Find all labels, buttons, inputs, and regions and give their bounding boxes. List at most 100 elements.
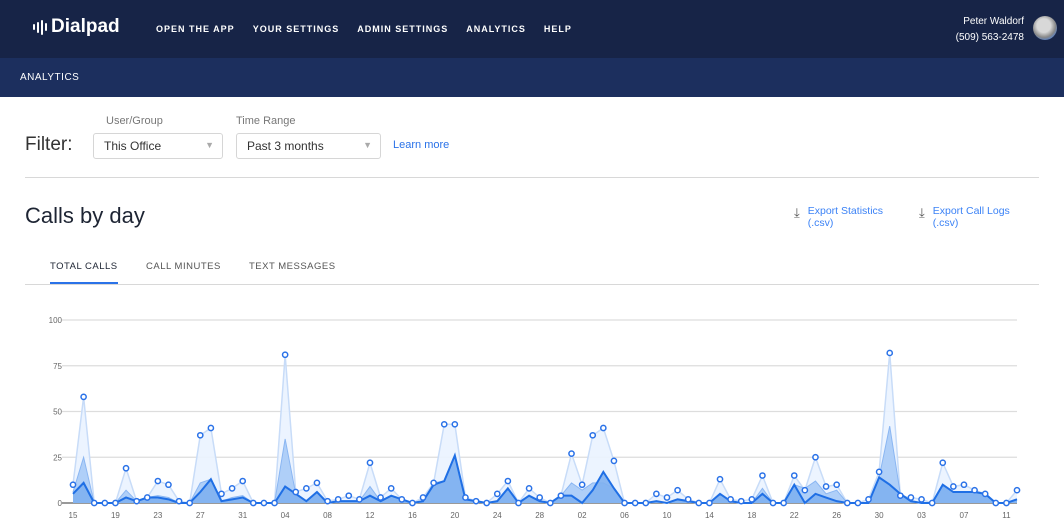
data-point [939,459,947,467]
x-tick-label: 10 [663,511,672,520]
x-tick-label: 02 [578,511,587,520]
x-tick-label: 30 [875,511,884,520]
user-name: Peter Waldorf [963,16,1024,27]
data-point [631,499,639,507]
data-point [1003,499,1010,507]
data-point [610,457,618,465]
export-call-logs-label: Export Call Logs [932,205,1010,217]
user-info[interactable]: Peter Waldorf (509) 563-2478 [956,14,1024,46]
data-point [239,477,247,485]
page-title: ANALYTICS [20,72,80,83]
data-point [663,494,671,501]
x-tick-label: 12 [366,511,375,520]
data-point [525,485,533,492]
caret-down-icon: ▼ [205,140,214,150]
download-icon: ⤓ [919,205,925,220]
data-point [356,495,363,503]
data-point [196,431,204,439]
export-call-logs-ext: (.csv) [932,217,959,229]
y-tick-label: 100 [49,316,63,325]
x-tick-label: 07 [960,511,969,520]
data-point [80,393,87,401]
nav-open-the-app[interactable]: OPEN THE APP [156,24,235,34]
data-point [928,499,936,507]
dialpad-logo[interactable]: Dialpad [33,16,120,38]
user-group-select[interactable]: This Office ▼ [93,133,223,159]
data-point [409,499,416,507]
data-point [90,499,98,507]
user-group-label: User/Group [106,115,163,127]
data-point [684,495,692,503]
data-point [440,420,448,428]
x-tick-label: 18 [747,511,756,520]
data-point [101,499,109,507]
x-tick-label: 26 [832,511,841,520]
data-point [271,499,278,507]
y-tick-label: 0 [58,499,63,508]
data-point [493,490,501,498]
data-point [281,351,289,359]
tab-call-minutes[interactable]: CALL MINUTES [146,261,221,272]
data-point [186,499,194,507]
x-tick-label: 04 [281,511,290,520]
data-point [334,495,342,503]
data-point [546,499,554,507]
data-point [875,468,883,476]
x-tick-label: 20 [450,511,459,520]
data-point [907,494,915,501]
export-statistics-button[interactable]: ⤓ Export Statistics (.csv) [794,205,883,229]
sub-header: ANALYTICS [0,58,1064,97]
nav-admin-settings[interactable]: ADMIN SETTINGS [357,24,449,34]
data-point [112,499,119,507]
data-point [589,431,597,439]
export-statistics-label: Export Statistics [807,205,884,217]
data-point [653,490,660,498]
data-point [568,450,575,457]
data-point [748,495,756,503]
nav-analytics[interactable]: ANALYTICS [466,24,526,34]
data-point [154,477,162,485]
data-point [790,472,798,479]
x-tick-label: 27 [196,511,205,520]
x-tick-label: 19 [111,511,120,520]
data-point [727,495,734,503]
data-point [599,424,607,432]
data-point [822,483,830,490]
data-point [557,492,565,500]
nav-help[interactable]: HELP [543,24,572,34]
data-point [716,475,724,483]
x-tick-label: 23 [153,511,162,520]
export-call-logs-button[interactable]: ⤓ Export Call Logs (.csv) [919,205,1010,229]
learn-more-link[interactable]: Learn more [393,139,450,151]
nav-your-settings[interactable]: YOUR SETTINGS [252,24,340,34]
data-point [981,490,989,498]
data-point [133,497,140,505]
tabs-divider [25,284,1039,285]
x-tick-label: 15 [69,511,78,520]
tab-total-calls[interactable]: TOTAL CALLS [50,261,118,284]
data-point [451,420,459,428]
x-tick-label: 28 [535,511,544,520]
data-point [345,492,353,500]
y-tick-label: 50 [53,408,62,417]
data-point [292,488,300,496]
data-point [313,479,321,487]
avatar[interactable] [1033,16,1057,40]
data-point [780,499,788,507]
series-area-total [73,352,1017,503]
data-point [992,499,1000,507]
user-group-value: This Office [104,139,162,153]
data-point [398,495,406,503]
data-point [695,499,703,507]
data-point [759,472,766,479]
time-range-select[interactable]: Past 3 months ▼ [236,133,381,159]
tab-text-messages[interactable]: TEXT MESSAGES [249,261,336,272]
time-range-label: Time Range [236,115,296,127]
data-point [960,481,968,489]
data-point [1013,486,1021,494]
download-icon: ⤓ [794,205,800,220]
data-point [483,499,491,507]
divider [25,177,1039,178]
data-point [143,494,151,501]
data-point [165,481,172,489]
